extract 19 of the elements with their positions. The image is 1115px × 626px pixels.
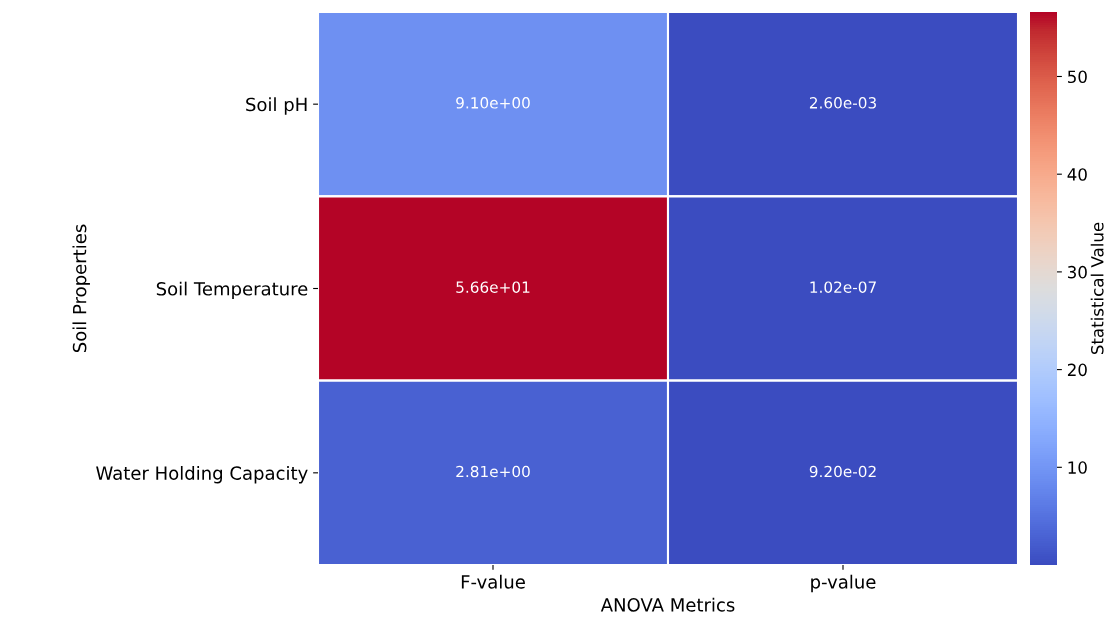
y-tick-label: Soil Temperature xyxy=(156,281,308,300)
color-bar-label: 30 xyxy=(1067,265,1087,279)
data-label: 1.02e-07 xyxy=(810,281,876,293)
color-bar-label: 10 xyxy=(1068,461,1087,474)
data-label: 5.66e+01 xyxy=(456,281,530,293)
x-tick-label: p-value xyxy=(811,574,876,593)
x-axis-title: ANOVA Metrics xyxy=(600,597,735,612)
x-tick-label: F-value xyxy=(461,574,525,589)
color-bar-label: 20 xyxy=(1067,363,1087,377)
color-bar-label: 50 xyxy=(1068,70,1087,84)
y-axis-title: Soil Properties xyxy=(72,224,90,353)
color-bar-label: 40 xyxy=(1067,168,1087,181)
color-bar-title: Statistical Value xyxy=(1090,222,1104,355)
y-tick-label: Water Holding Capacity xyxy=(96,465,308,484)
y-tick-label: Soil pH xyxy=(246,97,307,115)
data-label: 9.10e+00 xyxy=(456,97,530,109)
data-label: 9.20e-02 xyxy=(809,465,876,478)
data-label: 2.81e+00 xyxy=(456,465,530,478)
data-label: 2.60e-03 xyxy=(809,97,876,109)
